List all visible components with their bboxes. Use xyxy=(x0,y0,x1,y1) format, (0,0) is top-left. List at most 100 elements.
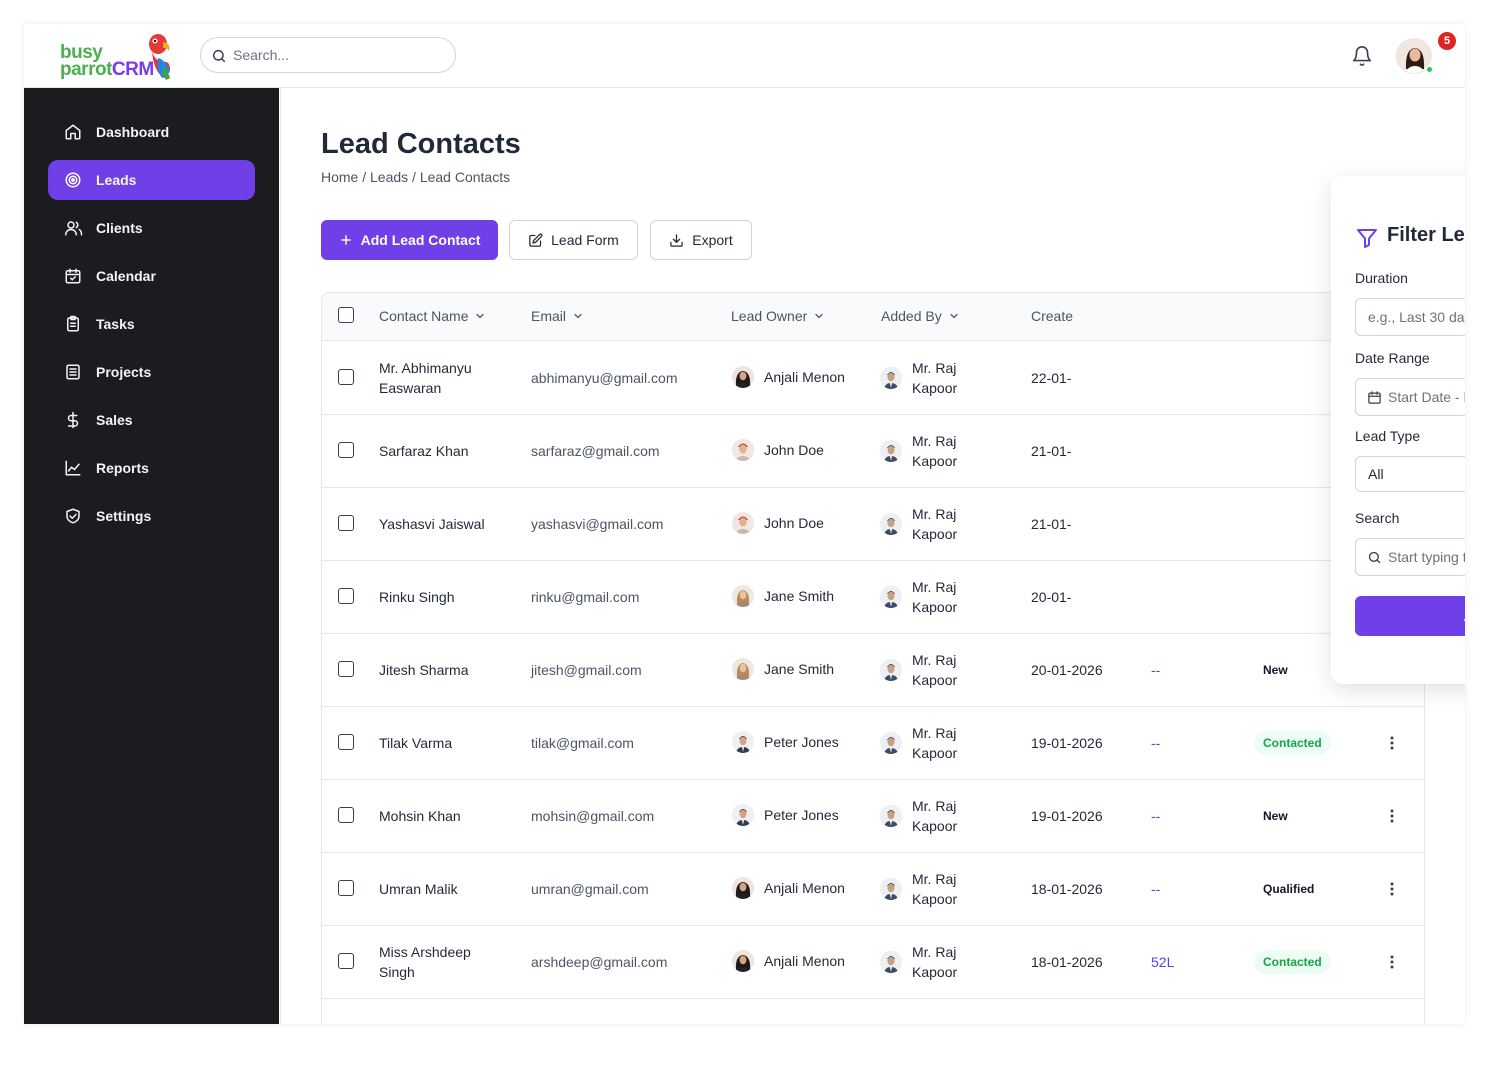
added-by-avatar xyxy=(880,586,902,608)
table-row[interactable]: Jitesh Sharma jitesh@gmail.com Jane Smith M… xyxy=(322,634,1424,707)
date-range-label: Date Range xyxy=(1355,350,1430,366)
column-header-email[interactable]: Email xyxy=(531,308,584,324)
added-by: Mr. Raj Kapoor xyxy=(880,723,972,763)
row-checkbox[interactable] xyxy=(338,588,354,604)
sidebar-item-leads[interactable]: Leads xyxy=(48,160,255,200)
table-row[interactable]: Sarfaraz Khan sarfaraz@gmail.com John Doe M… xyxy=(322,415,1424,488)
sidebar-item-label: Leads xyxy=(96,172,137,188)
status-badge: New xyxy=(1263,809,1288,823)
added-by-name: Mr. Raj Kapoor xyxy=(912,433,958,469)
contact-name[interactable]: Jitesh Sharma xyxy=(379,662,469,678)
add-lead-contact-button[interactable]: Add Lead Contact xyxy=(321,220,498,260)
contact-name[interactable]: Rinku Singh xyxy=(379,589,455,605)
contact-name[interactable]: Tilak Varma xyxy=(379,735,453,751)
table-row[interactable]: Umran Malik umran@gmail.com Anjali Menon Mr… xyxy=(322,853,1424,926)
column-header-contact-name[interactable]: Contact Name xyxy=(379,308,486,324)
contact-name[interactable]: Mr. Abhimanyu Easwaran xyxy=(379,360,472,396)
user-avatar[interactable] xyxy=(1396,38,1434,74)
more-vertical-icon[interactable] xyxy=(1386,954,1398,970)
column-header-label: Email xyxy=(531,308,567,324)
added-by: Mr. Raj Kapoor xyxy=(880,358,972,398)
table-row[interactable]: Mr. Abhimanyu Easwaran abhimanyu@gmail.co… xyxy=(322,342,1424,415)
logo[interactable]: busy parrotCRM xyxy=(60,30,176,84)
lead-owner: Peter Jones xyxy=(732,804,839,826)
added-by-avatar xyxy=(880,513,902,535)
contact-name[interactable]: Mohsin Khan xyxy=(379,808,461,824)
contact-email[interactable]: rinku@gmail.com xyxy=(531,589,640,605)
row-checkbox[interactable] xyxy=(338,661,354,677)
row-checkbox[interactable] xyxy=(338,515,354,531)
contact-email[interactable]: yashasvi@gmail.com xyxy=(531,516,664,532)
lead-type-select[interactable]: All xyxy=(1355,456,1465,492)
export-label: Export xyxy=(692,232,733,248)
sidebar-item-reports[interactable]: Reports xyxy=(48,448,255,488)
search-input[interactable] xyxy=(233,45,443,65)
duration-input[interactable]: e.g., Last 30 days xyxy=(1355,298,1465,336)
added-by-name: Mr. Raj Kapoor xyxy=(912,725,958,761)
column-header-lead-owner[interactable]: Lead Owner xyxy=(731,308,825,324)
column-header-label: Lead Owner xyxy=(731,308,808,324)
owner-name: Peter Jones xyxy=(764,734,839,750)
lead-owner: Peter Jones xyxy=(732,731,839,753)
created-date: 19-01-2026 xyxy=(1031,808,1103,824)
sidebar-item-projects[interactable]: Projects xyxy=(48,352,255,392)
created-date: 18-01-2026 xyxy=(1031,954,1103,970)
contact-email[interactable]: umran@gmail.com xyxy=(531,881,649,897)
row-checkbox[interactable] xyxy=(338,369,354,385)
lead-form-label: Lead Form xyxy=(551,232,619,248)
owner-name: Peter Jones xyxy=(764,807,839,823)
contact-name[interactable]: Sarfaraz Khan xyxy=(379,443,469,459)
contact-email[interactable]: jitesh@gmail.com xyxy=(531,662,642,678)
row-checkbox[interactable] xyxy=(338,734,354,750)
table-header: Contact Name Email Lead Owner Added By C… xyxy=(322,293,1424,341)
filter-leads-panel: Filter Leads Duration e.g., Last 30 days… xyxy=(1331,176,1465,684)
row-checkbox[interactable] xyxy=(338,807,354,823)
lead-owner: Jane Smith xyxy=(732,585,834,607)
export-button[interactable]: Export xyxy=(650,220,752,260)
sidebar-item-tasks[interactable]: Tasks xyxy=(48,304,255,344)
table-row[interactable]: Yashasvi Jaiswal yashasvi@gmail.com John D… xyxy=(322,488,1424,561)
breadcrumb[interactable]: Home / Leads / Lead Contacts xyxy=(321,169,511,185)
owner-avatar xyxy=(732,512,754,534)
contact-email[interactable]: arshdeep@gmail.com xyxy=(531,954,668,970)
chevron-down-icon xyxy=(950,313,958,319)
table-row[interactable]: Tilak Varma tilak@gmail.com Peter Jones Mr.… xyxy=(322,707,1424,780)
sidebar-item-clients[interactable]: Clients xyxy=(48,208,255,248)
contact-name[interactable]: Miss Arshdeep Singh xyxy=(379,944,471,980)
sidebar-item-calendar[interactable]: Calendar xyxy=(48,256,255,296)
sidebar-item-sales[interactable]: Sales xyxy=(48,400,255,440)
contact-email[interactable]: tilak@gmail.com xyxy=(531,735,634,751)
lead-value: -- xyxy=(1151,735,1161,751)
created-date: 20-01-2026 xyxy=(1031,662,1103,678)
more-vertical-icon[interactable] xyxy=(1386,881,1398,897)
row-checkbox[interactable] xyxy=(338,880,354,896)
filter-search-input[interactable]: Start typing to search... xyxy=(1355,538,1465,576)
table-row[interactable]: Rinku Singh rinku@gmail.com Jane Smith Mr. … xyxy=(322,561,1424,634)
row-checkbox[interactable] xyxy=(338,442,354,458)
lead-owner: Anjali Menon xyxy=(732,877,845,899)
more-vertical-icon[interactable] xyxy=(1386,808,1398,824)
lead-form-button[interactable]: Lead Form xyxy=(509,220,638,260)
bell-icon[interactable] xyxy=(1351,45,1373,67)
lead-owner: Anjali Menon xyxy=(732,950,845,972)
date-range-input[interactable]: Start Date - End Date xyxy=(1355,378,1465,416)
owner-avatar xyxy=(732,585,754,607)
apply-filters-button[interactable]: Apply Filters xyxy=(1355,596,1465,636)
column-header-created[interactable]: Create xyxy=(1031,308,1073,324)
contact-name[interactable]: Umran Malik xyxy=(379,881,458,897)
table-row xyxy=(322,999,1424,1024)
contact-email[interactable]: sarfaraz@gmail.com xyxy=(531,443,660,459)
sidebar-item-dashboard[interactable]: Dashboard xyxy=(48,112,255,152)
row-checkbox[interactable] xyxy=(338,953,354,969)
contact-name[interactable]: Yashasvi Jaiswal xyxy=(379,516,485,532)
contact-email[interactable]: mohsin@gmail.com xyxy=(531,808,655,824)
select-all-checkbox[interactable] xyxy=(338,307,354,323)
sidebar-item-settings[interactable]: Settings xyxy=(48,496,255,536)
table-row[interactable]: Mohsin Khan mohsin@gmail.com Peter Jones Mr… xyxy=(322,780,1424,853)
contact-email[interactable]: abhimanyu@gmail.com xyxy=(531,370,678,386)
table-row[interactable]: Miss Arshdeep Singh arshdeep@gmail.com Anj… xyxy=(322,926,1424,999)
more-vertical-icon[interactable] xyxy=(1386,735,1398,751)
home-icon xyxy=(65,124,81,140)
global-search[interactable] xyxy=(200,37,456,73)
column-header-added-by[interactable]: Added By xyxy=(881,308,960,324)
